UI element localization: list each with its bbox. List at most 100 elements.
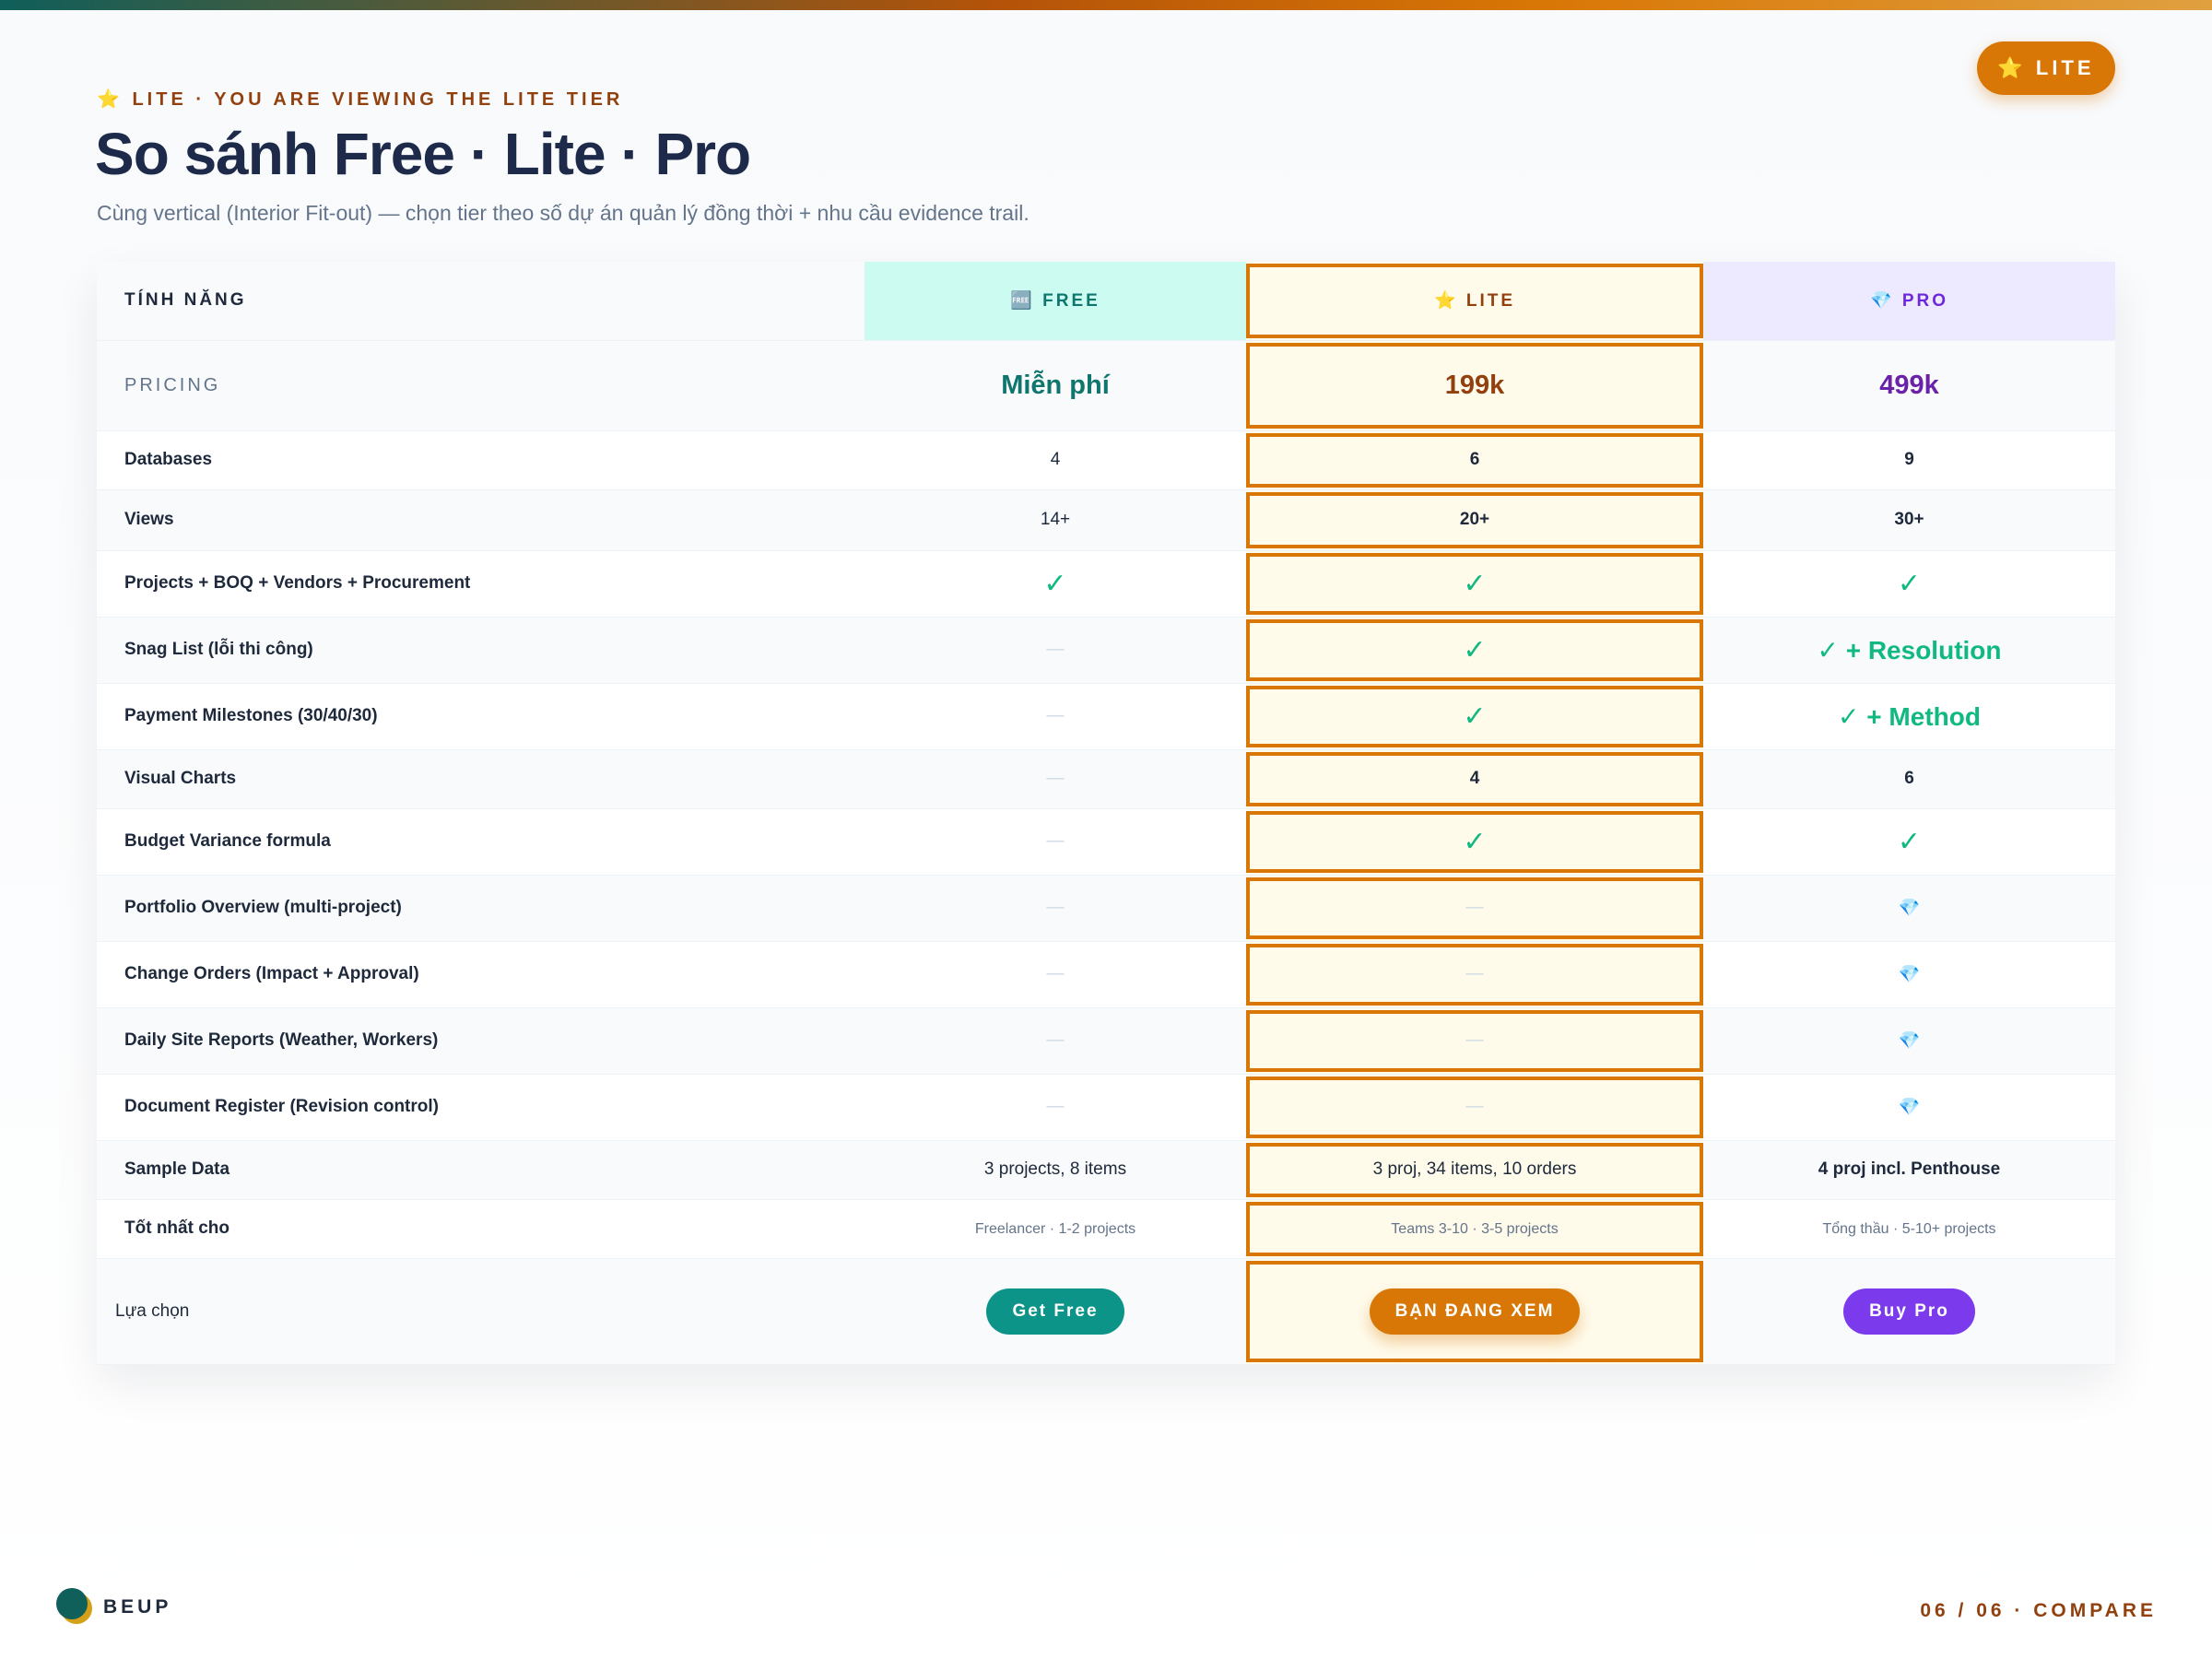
tier-badge[interactable]: ⭐ LITE xyxy=(1977,41,2115,95)
table-cell: — xyxy=(865,683,1246,750)
table-cell: — xyxy=(865,1074,1246,1141)
feature-name: PRICING xyxy=(124,374,221,395)
cell-value: — xyxy=(1046,831,1065,851)
table-cell: Snag List (lỗi thi công) xyxy=(97,617,865,684)
cell-value: ✓ xyxy=(1463,634,1487,665)
table-row: Views 14+ 20+ 30+ xyxy=(97,489,2115,551)
table-cell: Teams 3-10 · 3-5 projects xyxy=(1246,1199,1703,1259)
cell-value: 4 proj incl. Penthouse xyxy=(1818,1159,2001,1179)
cell-value: — xyxy=(1046,964,1065,983)
table-cell: Change Orders (Impact + Approval) xyxy=(97,941,865,1008)
table-cell: 💎 xyxy=(1703,875,2115,942)
cell-value: ✓ xyxy=(1897,826,1922,857)
page-number: 06 / 06 · COMPARE xyxy=(1920,1600,2157,1621)
feature-name: Sample Data xyxy=(124,1159,230,1179)
table-cell: Databases xyxy=(97,430,865,490)
table-cell: 💎 xyxy=(1703,1007,2115,1075)
table-row: Budget Variance formula — ✓ ✓ xyxy=(97,808,2115,876)
table-row: Tốt nhất cho Freelancer · 1-2 projects Tea… xyxy=(97,1199,2115,1259)
table: TÍNH NĂNG 🆓 FREE ⭐ LITE 💎 PRO PRICING Miễn ph… xyxy=(97,262,2115,1365)
table-cell: Sample Data xyxy=(97,1140,865,1200)
table-cell: 20+ xyxy=(1246,489,1703,551)
table-cell: ✓ xyxy=(1246,683,1703,750)
feature-name: Change Orders (Impact + Approval) xyxy=(124,964,419,983)
feature-name: Projects + BOQ + Vendors + Procurement xyxy=(124,573,471,593)
table-cell: 💎 xyxy=(1703,941,2115,1008)
cell-value: — xyxy=(1046,640,1065,659)
table-cell: 💎 xyxy=(1703,1074,2115,1141)
cell-value: — xyxy=(1465,1097,1484,1116)
table-cell: Tốt nhất cho xyxy=(97,1199,865,1259)
top-bar xyxy=(0,0,2212,10)
table-cell: Freelancer · 1-2 projects xyxy=(865,1199,1246,1259)
column-header: 💎 PRO xyxy=(1703,262,2115,341)
table-cell: Get Free xyxy=(865,1258,1246,1365)
table-row: Visual Charts — 4 6 xyxy=(97,749,2115,809)
table-cell: Buy Pro xyxy=(1703,1258,2115,1365)
choose-button[interactable]: Buy Pro xyxy=(1843,1288,1975,1335)
cell-value: 30+ xyxy=(1894,510,1924,529)
table-cell: — xyxy=(865,1007,1246,1075)
cell-value: 9 xyxy=(1904,450,1914,469)
table-cell: 199k xyxy=(1246,340,1703,431)
table-cell: Views xyxy=(97,489,865,551)
subtitle: Cùng vertical (Interior Fit-out) — chọn … xyxy=(97,201,1030,225)
table-row: Document Register (Revision control) — — 💎 xyxy=(97,1074,2115,1141)
table-cell: ✓ xyxy=(1246,808,1703,876)
choose-button[interactable]: BẠN ĐANG XEM xyxy=(1369,1288,1581,1335)
cell-value: 6 xyxy=(1904,769,1914,788)
table-cell: BẠN ĐANG XEM xyxy=(1246,1258,1703,1365)
feature-name: Budget Variance formula xyxy=(124,831,331,851)
table-cell: ✓ xyxy=(865,550,1246,618)
table-cell: Document Register (Revision control) xyxy=(97,1074,865,1141)
cell-value: 14+ xyxy=(1040,510,1071,529)
table-cell: — xyxy=(865,617,1246,684)
table-cell: Tổng thầu · 5-10+ projects xyxy=(1703,1199,2115,1259)
table-row: Portfolio Overview (multi-project) — — 💎 xyxy=(97,875,2115,942)
cell-value: Freelancer · 1-2 projects xyxy=(974,1221,1136,1237)
cell-value: — xyxy=(1046,1097,1065,1116)
table-cell: Budget Variance formula xyxy=(97,808,865,876)
table-cell: 499k xyxy=(1703,340,2115,431)
table-cell: Lựa chọn xyxy=(97,1258,865,1365)
table-cell: 9 xyxy=(1703,430,2115,490)
cell-value: 💎 xyxy=(1898,899,1921,918)
kicker: ⭐ LITE · YOU ARE VIEWING THE LITE TIER xyxy=(97,89,624,110)
cell-value: ✓ + Resolution xyxy=(1817,635,2002,665)
table-row: Snag List (lỗi thi công) — ✓ ✓ + Resolution xyxy=(97,617,2115,684)
feature-name: Databases xyxy=(124,450,213,469)
column-header-text: ⭐ LITE xyxy=(1433,291,1516,312)
table-cell: 4 xyxy=(1246,749,1703,809)
column-header-text: TÍNH NĂNG xyxy=(124,290,247,311)
cell-value: — xyxy=(1046,769,1065,788)
table-cell: Daily Site Reports (Weather, Workers) xyxy=(97,1007,865,1075)
table-cell: Portfolio Overview (multi-project) xyxy=(97,875,865,942)
column-header-text: 🆓 FREE xyxy=(1010,291,1100,312)
feature-name: Portfolio Overview (multi-project) xyxy=(124,898,402,917)
cell-value: 3 projects, 8 items xyxy=(983,1159,1127,1179)
table-cell: 4 proj incl. Penthouse xyxy=(1703,1140,2115,1200)
table-cell: 3 projects, 8 items xyxy=(865,1140,1246,1200)
table-cell: — xyxy=(1246,941,1703,1008)
cell-value: 4 xyxy=(1050,450,1061,469)
table-row: PRICING Miễn phí 199k 499k xyxy=(97,340,2115,431)
table-cell: — xyxy=(1246,1007,1703,1075)
feature-name: Payment Milestones (30/40/30) xyxy=(124,706,378,725)
feature-name: Daily Site Reports (Weather, Workers) xyxy=(124,1030,439,1050)
table-cell: ✓ xyxy=(1703,808,2115,876)
cell-value: 6 xyxy=(1469,450,1480,469)
feature-name: Snag List (lỗi thi công) xyxy=(124,640,313,659)
table-cell: — xyxy=(865,808,1246,876)
feature-name: Tốt nhất cho xyxy=(124,1218,229,1238)
cell-value: Tổng thầu · 5-10+ projects xyxy=(1822,1221,1996,1237)
choose-button[interactable]: Get Free xyxy=(986,1288,1124,1335)
feature-name: Visual Charts xyxy=(124,769,237,788)
table-cell: PRICING xyxy=(97,340,865,431)
cell-value: 20+ xyxy=(1459,510,1490,529)
cell-value: 4 xyxy=(1469,769,1480,788)
cell-value: ✓ xyxy=(1463,700,1487,732)
table-row: Daily Site Reports (Weather, Workers) — — 💎 xyxy=(97,1007,2115,1075)
cell-value: — xyxy=(1465,1030,1484,1050)
table-cell: 6 xyxy=(1246,430,1703,490)
